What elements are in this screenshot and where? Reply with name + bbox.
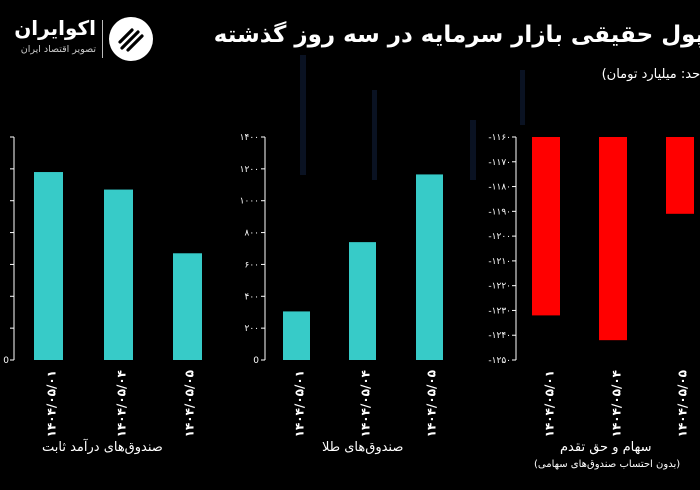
bar <box>666 137 694 214</box>
y-tick-label: 0 <box>253 356 259 366</box>
y-tick-label: ۱۲۰۰ <box>240 165 259 175</box>
unit-label: واحد: میلیارد تومان) <box>601 67 700 82</box>
y-tick-label: -۱۲۳۰ <box>488 306 511 316</box>
x-tick-label: ۱۴۰۴/۰۵/۰۵ <box>676 370 690 437</box>
logo-tagline: تصویر اقتصاد ایران <box>20 44 96 55</box>
grid-bars-decoration <box>300 55 525 180</box>
logo-separator <box>102 20 103 58</box>
bar <box>34 172 63 360</box>
y-tick-label: ۲۰۰ <box>244 324 259 334</box>
y-tick-label: -۱۲۱۰ <box>488 257 511 267</box>
y-tick-label: ۱۴۰۰ <box>240 133 259 143</box>
bar <box>599 137 627 341</box>
y-tick-label: -۱۱۶۰ <box>488 133 511 143</box>
x-tick-label: ۱۴۰۴/۰۵/۰۱ <box>45 370 59 437</box>
y-tick-label: 0 <box>3 356 9 366</box>
chart-fixed-income: 0 ۱۴۰۴/۰۵/۰۱ ۱۴۰۴/۰۵/۰۴ ۱۴۰۴/۰۵/۰۵ <box>3 136 202 437</box>
y-tick-label: ۶۰۰ <box>244 260 259 270</box>
bar <box>104 189 133 360</box>
chart-title-fixed-income: صندوق‌های درآمد ثابت <box>42 440 163 455</box>
chart-stocks: -۱۱۶۰ -۱۱۷۰ -۱۱۸۰ -۱۱۹۰ -۱۲۰۰ -۱۲۱۰ -۱۲۲۰ -۱۲۳۰… <box>488 133 694 437</box>
logo-name: اکوایران <box>14 16 96 40</box>
x-tick-label: ۱۴۰۴/۰۵/۰۴ <box>359 370 373 437</box>
y-tick-label: -۱۱۸۰ <box>488 183 511 193</box>
bar <box>532 137 560 316</box>
bar <box>283 311 310 360</box>
y-tick-label: -۱۲۵۰ <box>488 356 511 366</box>
bar <box>349 242 376 360</box>
y-tick-label: ۴۰۰ <box>244 292 259 302</box>
y-tick-label: -۱۲۰۰ <box>488 232 511 242</box>
x-tick-label: ۱۴۰۴/۰۵/۰۵ <box>183 370 197 437</box>
y-tick-label: ۸۰۰ <box>244 229 259 239</box>
x-tick-label: ۱۴۰۴/۰۵/۰۱ <box>293 370 307 437</box>
page-title: جریان پول حقیقی بازار سرمایه در سه روز گ… <box>213 22 700 48</box>
x-tick-label: ۱۴۰۴/۰۵/۰۵ <box>425 370 439 437</box>
y-tick-label: -۱۲۲۰ <box>488 282 511 292</box>
x-tick-label: ۱۴۰۴/۰۵/۰۴ <box>610 370 624 437</box>
bar <box>173 253 202 360</box>
x-tick-label: ۱۴۰۴/۰۵/۰۱ <box>543 370 557 437</box>
x-tick-label: ۱۴۰۴/۰۵/۰۴ <box>115 370 129 437</box>
brand-logo[interactable]: اکوایران تصویر اقتصاد ایران <box>6 14 156 66</box>
chart-subtitle-stocks: (بدون احتساب صندوق‌های سهامی) <box>534 459 681 470</box>
y-tick-label: -۱۱۹۰ <box>488 207 511 217</box>
chart-title-stocks: سهام و حق تقدم <box>560 440 652 455</box>
chart-gold-funds: 0 ۲۰۰ ۴۰۰ ۶۰۰ ۸۰۰ ۱۰۰۰ ۱۲۰۰ ۱۴۰۰ ۱۴۰۴/۰۵/۰۱ ۱۴۰۴/… <box>240 133 443 437</box>
y-tick-label: ۱۰۰۰ <box>240 197 259 207</box>
chart-title-gold-funds: صندوق‌های طلا <box>322 440 404 455</box>
bar <box>416 174 443 360</box>
y-tick-label: -۱۱۷۰ <box>488 158 511 168</box>
y-tick-label: -۱۲۴۰ <box>488 331 511 341</box>
logo-mark-icon <box>109 17 153 61</box>
